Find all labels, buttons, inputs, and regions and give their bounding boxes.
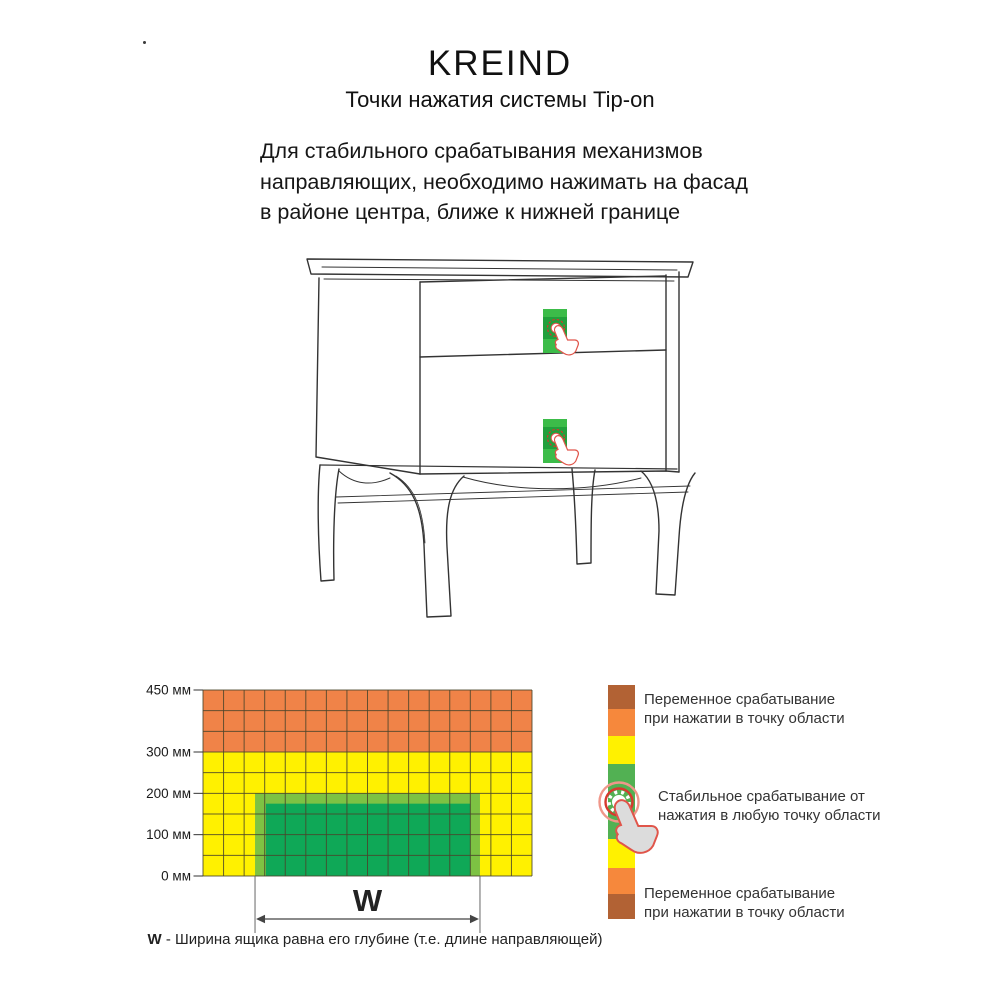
stretcher-line — [335, 485, 691, 498]
page-title: Точки нажатия системы Tip-on — [345, 87, 655, 112]
legend-press-icon — [598, 781, 659, 854]
description-line: Для стабильного срабатывания механизмов — [260, 139, 703, 163]
press-point-marker-top — [543, 309, 580, 356]
zone-stable-inner — [265, 803, 471, 876]
width-caption: W - Ширина ящика равна его глубине (т.е.… — [140, 931, 610, 948]
press-ring — [546, 428, 566, 448]
legend-item-variable-bottom: Переменное срабатывание при нажатии в то… — [644, 884, 845, 922]
description-line: направляющих, необходимо нажимать на фас… — [260, 169, 748, 194]
stretcher-line — [337, 491, 689, 504]
legend-segment — [608, 894, 635, 919]
legend-segment — [608, 709, 635, 736]
width-caption-symbol: W — [147, 931, 162, 948]
width-caption-text: - Ширина ящика равна его глубине (т.е. д… — [161, 931, 603, 948]
arrowhead-right — [469, 914, 479, 924]
description-line: в районе центра, ближе к нижней границе — [260, 200, 681, 224]
lid-bevel-line — [321, 266, 678, 271]
axis-tick-label: 100 мм — [146, 827, 191, 842]
drawer-bottom-edge — [419, 470, 680, 475]
legend-hand-icon — [613, 799, 659, 854]
drawer-top-edge — [419, 275, 667, 283]
description-text: Для стабильного срабатывания механизмов … — [260, 136, 748, 228]
press-zone-chart: 450 мм 300 мм 200 мм 100 мм 0 мм W — [146, 683, 533, 933]
axis-tick-label: 300 мм — [146, 745, 191, 760]
back-left-leg — [317, 464, 340, 582]
legend-text-line: нажатия в любую точку области — [658, 807, 881, 824]
press-point-marker-bottom — [543, 419, 580, 466]
axis-tick-label: 0 мм — [161, 869, 191, 884]
apron-left-curve — [338, 470, 391, 484]
legend-text-line: при нажатии в точку области — [644, 904, 845, 921]
speck-artifact — [143, 41, 146, 44]
legend-segment — [608, 868, 635, 894]
axis-tick-label: 450 мм — [146, 683, 191, 698]
press-ring — [546, 318, 566, 338]
back-right-leg — [571, 468, 596, 565]
legend-item-variable-top: Переменное срабатывание при нажатии в то… — [644, 690, 845, 728]
legend-text-line: Переменное срабатывание — [644, 885, 836, 902]
front-right-leg — [640, 470, 696, 596]
legend-item-stable: Стабильное срабатывание от нажатия в люб… — [658, 787, 881, 825]
drawer-divider — [419, 349, 667, 358]
front-left-leg-detail — [395, 475, 426, 544]
legend-segment — [608, 736, 635, 764]
brand-title: KREIND — [427, 44, 573, 83]
apron-top-edge — [319, 464, 678, 470]
nightstand-outline — [306, 258, 696, 618]
width-label: W — [353, 883, 383, 918]
arrowhead-left — [256, 914, 266, 924]
lid-outline — [306, 258, 694, 278]
nightstand-drawing — [306, 258, 696, 618]
legend-text-line: при нажатии в точку области — [644, 710, 845, 727]
apron-front-curve — [462, 476, 642, 490]
legend-text-line: Переменное срабатывание — [644, 691, 836, 708]
axis-tick-label: 200 мм — [146, 786, 191, 801]
legend-text-line: Стабильное срабатывание от — [658, 788, 865, 805]
legend-segment — [608, 685, 635, 709]
front-left-leg — [389, 472, 465, 618]
side-panel-edge — [315, 277, 421, 475]
